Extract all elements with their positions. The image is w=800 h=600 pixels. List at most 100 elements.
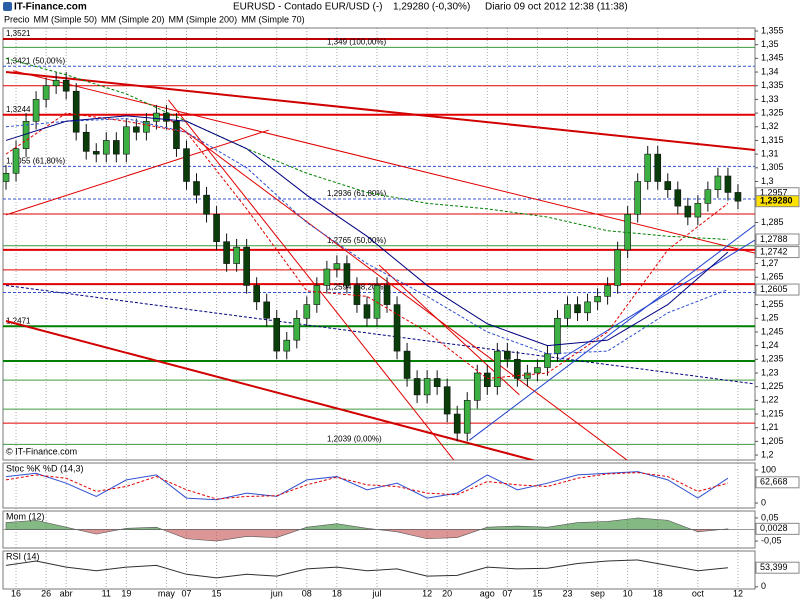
- moving-average: [5, 118, 729, 355]
- candle-body: [293, 317, 301, 341]
- candle-body: [654, 153, 662, 182]
- x-tick-label: 11: [102, 588, 111, 598]
- candle-body: [684, 205, 692, 218]
- candle-body: [363, 304, 371, 319]
- candle-body: [313, 285, 321, 305]
- x-tick-label: 19: [121, 588, 131, 598]
- candle-body: [564, 304, 571, 319]
- legend-entry: MM (Simple 70): [241, 14, 305, 24]
- y-tick-label: 1,265: [761, 272, 784, 282]
- trend-line: [5, 71, 755, 152]
- level-label: 1,2765 (50,00%): [327, 236, 386, 245]
- candle-body: [714, 175, 722, 190]
- candle-body: [544, 353, 551, 368]
- legend-entry: MM (Simple 20): [101, 14, 165, 24]
- candle-body: [12, 148, 20, 174]
- y-tick-label: 1,225: [761, 381, 784, 391]
- quote: 1,29280 (-0,30%): [393, 2, 470, 13]
- level-label: 1,2039 (0,00%): [327, 435, 382, 444]
- y-tick-label: 1,315: [761, 135, 784, 145]
- x-tick-label: 15: [212, 588, 222, 598]
- candle-body: [453, 413, 461, 434]
- price-tag-label: 1,29280: [760, 196, 793, 206]
- candle-body: [243, 246, 250, 286]
- candle-body: [734, 192, 742, 202]
- y-tick-label: 1,205: [761, 436, 784, 446]
- y-tick-label: 1,325: [761, 107, 784, 117]
- candle-body: [333, 263, 341, 270]
- y-tick-label: 1,355: [761, 25, 784, 35]
- y-tick-label: 1,21: [761, 422, 779, 432]
- y-tick-label: -0,05: [761, 535, 782, 545]
- moving-average: [5, 115, 729, 347]
- candle-body: [574, 304, 581, 314]
- candle-body: [383, 285, 391, 305]
- y-tick-label: 1,22: [761, 395, 779, 405]
- indicator-line: [5, 472, 729, 500]
- candle-body: [694, 203, 702, 218]
- candle-body: [253, 285, 260, 303]
- candle-body: [704, 189, 712, 204]
- candle-body: [223, 241, 230, 264]
- candle-body: [614, 249, 621, 286]
- candle-body: [173, 120, 180, 149]
- candle-body: [183, 148, 190, 182]
- y-tick-label: 1,285: [761, 217, 784, 227]
- y-tick-label: 1,245: [761, 326, 784, 336]
- candle-body: [403, 350, 411, 379]
- period: Diario 09 oct 2012 12:38 (11:38): [485, 2, 628, 13]
- y-tick-label: 1,305: [761, 162, 784, 172]
- candle-body: [524, 372, 531, 379]
- y-tick-label: 0,05: [761, 512, 779, 522]
- candle-body: [32, 99, 40, 122]
- y-tick-label: 0: [761, 581, 766, 591]
- momentum-area: [5, 517, 729, 542]
- candle-body: [233, 246, 240, 264]
- y-tick-label: 1,32: [761, 121, 779, 131]
- x-tick-label: 12: [733, 588, 743, 598]
- panel-frame: [2, 550, 756, 590]
- candle-body: [604, 285, 611, 297]
- last-tag: [755, 476, 800, 489]
- candle-body: [554, 317, 561, 355]
- x-tick-label: jun: [270, 588, 283, 598]
- x-tick-label: may: [158, 588, 176, 598]
- level-label: 1,2471: [6, 316, 31, 325]
- level-label: 1,3521: [6, 29, 31, 38]
- candle-body: [143, 120, 150, 133]
- indicator-line: [5, 559, 728, 579]
- trend-line: [163, 114, 628, 460]
- y-tick-label: 1,335: [761, 80, 784, 90]
- candle-body: [303, 304, 311, 319]
- x-tick-label: oct: [692, 588, 705, 598]
- x-tick-label: ago: [480, 588, 495, 598]
- y-tick-label: 1,25: [761, 313, 779, 323]
- candle-body: [92, 151, 100, 155]
- y-tick-label: 1,215: [761, 408, 784, 418]
- candle-body: [62, 79, 70, 92]
- price-tag: [755, 283, 800, 296]
- indicator-line: [5, 471, 729, 501]
- candle-body: [133, 126, 140, 133]
- x-tick-label: 15: [532, 588, 542, 598]
- price-tag: [755, 246, 800, 259]
- candle-body: [102, 140, 110, 155]
- level-label: 1,2936 (61,80%): [327, 189, 386, 198]
- y-tick-label: 1,27: [761, 258, 779, 268]
- level-label: 1,3421 (50,00%): [6, 56, 65, 65]
- candle-body: [423, 378, 431, 396]
- candle-body: [494, 350, 501, 387]
- candle-body: [514, 359, 521, 379]
- candle-body: [273, 317, 281, 352]
- y-tick-label: 1,345: [761, 53, 784, 63]
- last-tag: [755, 561, 800, 574]
- level-label: 1,3244: [6, 105, 31, 114]
- panel-title: Stoc %K %D (14,3): [6, 463, 84, 473]
- moving-average: [5, 57, 728, 240]
- x-tick-label: 12: [422, 588, 432, 598]
- panel-frame: [2, 462, 756, 509]
- panel-frame: [2, 27, 756, 461]
- candle-body: [72, 90, 80, 133]
- candle-body: [112, 140, 120, 155]
- y-tick-label: 1,3: [761, 176, 774, 186]
